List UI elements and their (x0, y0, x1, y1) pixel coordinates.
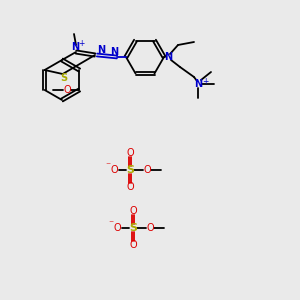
Text: +: + (202, 76, 208, 85)
Text: N: N (194, 79, 202, 89)
Text: ⁻: ⁻ (105, 161, 111, 171)
Text: O: O (129, 206, 137, 216)
Text: O: O (126, 148, 134, 158)
Text: O: O (110, 165, 118, 175)
Text: ⁻: ⁻ (108, 219, 114, 229)
Text: S: S (126, 165, 134, 175)
Text: O: O (143, 165, 151, 175)
Text: N: N (110, 47, 118, 57)
Text: O: O (146, 223, 154, 233)
Text: S: S (60, 73, 67, 83)
Text: N: N (71, 42, 79, 52)
Text: N: N (164, 52, 172, 62)
Text: N: N (97, 45, 105, 55)
Text: S: S (129, 223, 137, 233)
Text: +: + (78, 40, 84, 49)
Text: O: O (126, 182, 134, 192)
Text: O: O (64, 85, 71, 95)
Text: O: O (129, 240, 137, 250)
Text: O: O (113, 223, 121, 233)
